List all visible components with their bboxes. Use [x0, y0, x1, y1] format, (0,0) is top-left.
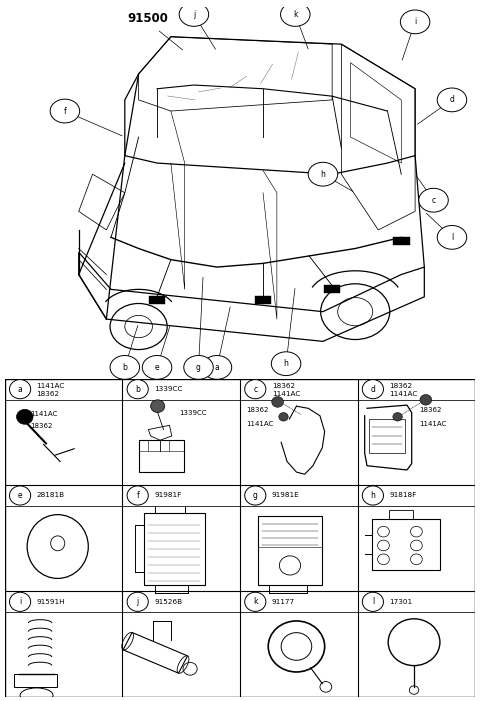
- Text: f: f: [136, 491, 139, 500]
- Text: a: a: [18, 385, 23, 394]
- Bar: [372, 519, 440, 570]
- Text: k: k: [293, 10, 298, 19]
- Text: c: c: [432, 196, 435, 205]
- Bar: [389, 510, 413, 519]
- Circle shape: [245, 380, 266, 399]
- Text: 1141AC: 1141AC: [272, 391, 300, 397]
- Circle shape: [110, 355, 140, 379]
- Bar: [393, 237, 409, 245]
- Text: 28181B: 28181B: [36, 493, 65, 498]
- Text: 91177: 91177: [272, 599, 295, 605]
- Text: c: c: [253, 385, 257, 394]
- Circle shape: [362, 592, 384, 611]
- Text: 18362: 18362: [389, 383, 412, 389]
- Text: k: k: [253, 597, 258, 606]
- Text: 18362: 18362: [31, 423, 53, 430]
- Circle shape: [179, 3, 209, 27]
- Bar: [144, 512, 204, 585]
- Bar: [324, 285, 340, 293]
- Circle shape: [280, 3, 310, 27]
- Bar: [255, 296, 271, 304]
- Bar: [370, 419, 405, 453]
- Text: 1141AC: 1141AC: [389, 391, 418, 397]
- Text: j: j: [137, 597, 139, 606]
- Circle shape: [50, 99, 80, 123]
- Circle shape: [127, 486, 148, 505]
- Text: d: d: [371, 385, 375, 394]
- Text: 1339CC: 1339CC: [179, 409, 206, 416]
- Circle shape: [245, 592, 266, 611]
- Text: l: l: [451, 233, 453, 242]
- Circle shape: [437, 88, 467, 111]
- Circle shape: [272, 397, 284, 407]
- Circle shape: [127, 592, 148, 611]
- Text: 91500: 91500: [127, 12, 168, 25]
- Text: 91981F: 91981F: [154, 493, 181, 498]
- Circle shape: [10, 486, 31, 505]
- Text: 18362: 18362: [272, 383, 295, 389]
- Circle shape: [400, 10, 430, 34]
- Circle shape: [271, 352, 301, 376]
- Text: h: h: [371, 491, 375, 500]
- Text: i: i: [19, 597, 21, 606]
- Bar: [139, 440, 183, 472]
- Text: 91818F: 91818F: [389, 493, 417, 498]
- Text: 91591H: 91591H: [36, 599, 65, 605]
- Text: 91526B: 91526B: [154, 599, 182, 605]
- Text: 1141AC: 1141AC: [246, 421, 273, 427]
- Text: 1141AC: 1141AC: [31, 411, 58, 416]
- Circle shape: [184, 355, 213, 379]
- Circle shape: [202, 355, 232, 379]
- Text: e: e: [18, 491, 23, 500]
- Circle shape: [308, 163, 338, 186]
- Text: j: j: [193, 10, 195, 19]
- Text: 1141AC: 1141AC: [36, 383, 65, 389]
- Bar: [14, 674, 57, 687]
- Bar: [258, 516, 323, 585]
- Text: a: a: [215, 363, 219, 372]
- Circle shape: [10, 592, 31, 611]
- Text: e: e: [155, 363, 159, 372]
- Text: 18362: 18362: [246, 407, 268, 414]
- Text: g: g: [196, 363, 201, 372]
- Circle shape: [142, 355, 172, 379]
- Text: i: i: [414, 18, 416, 27]
- Text: b: b: [122, 363, 127, 372]
- Circle shape: [393, 413, 402, 421]
- Circle shape: [279, 413, 288, 421]
- Text: d: d: [450, 95, 455, 104]
- Text: 1141AC: 1141AC: [419, 421, 446, 427]
- Circle shape: [16, 409, 33, 424]
- Circle shape: [420, 395, 432, 405]
- Circle shape: [437, 226, 467, 250]
- Circle shape: [245, 486, 266, 505]
- Circle shape: [362, 486, 384, 505]
- Text: 1339CC: 1339CC: [154, 386, 183, 392]
- Text: b: b: [135, 385, 140, 394]
- Text: 17301: 17301: [389, 599, 412, 605]
- Bar: [149, 296, 165, 304]
- Text: 18362: 18362: [419, 407, 441, 414]
- Text: 91981E: 91981E: [272, 493, 300, 498]
- Circle shape: [151, 400, 165, 413]
- Text: 18362: 18362: [36, 391, 60, 397]
- Circle shape: [362, 380, 384, 399]
- Circle shape: [127, 380, 148, 399]
- Text: g: g: [253, 491, 258, 500]
- Text: h: h: [284, 359, 288, 368]
- Text: h: h: [321, 170, 325, 179]
- Text: f: f: [63, 107, 66, 116]
- Text: l: l: [372, 597, 374, 606]
- Circle shape: [419, 189, 448, 212]
- Circle shape: [10, 380, 31, 399]
